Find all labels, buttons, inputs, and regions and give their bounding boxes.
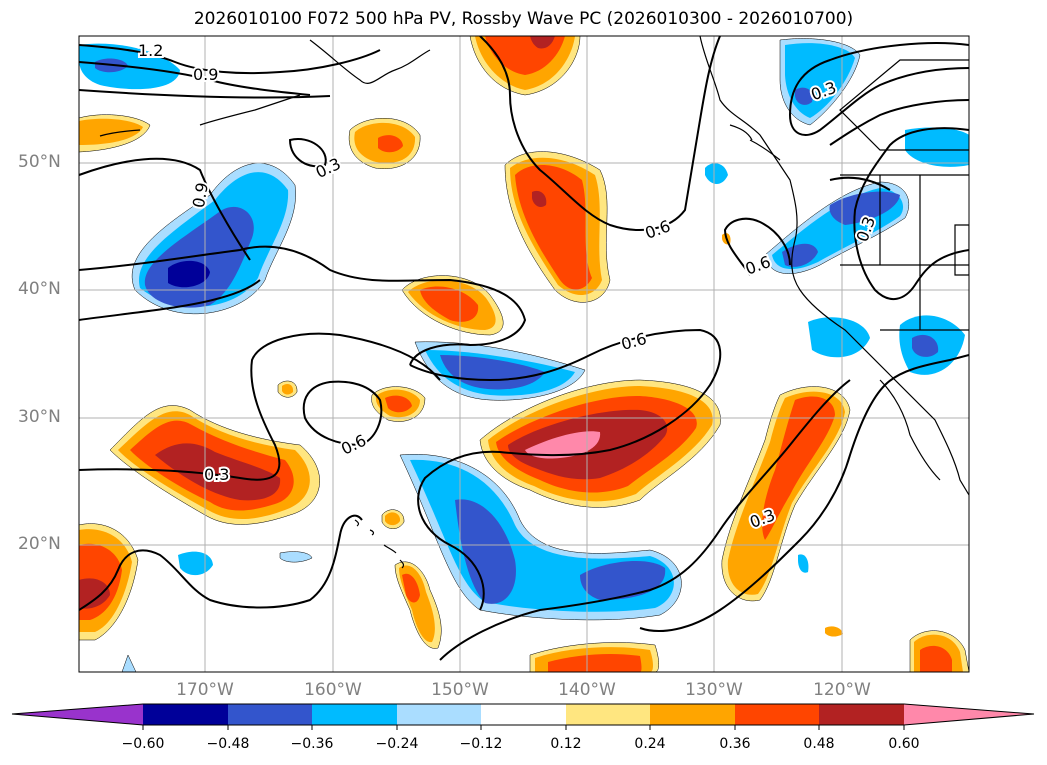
pv-shade-region: [79, 118, 143, 145]
lon-label: 160°W: [304, 680, 362, 700]
colorbar-tick-label: −0.24: [375, 736, 419, 752]
colorbar-segment: [650, 704, 735, 725]
lon-label: 120°W: [813, 680, 871, 700]
pv-shade-region: [530, 36, 555, 49]
pv-shade-region: [808, 317, 870, 358]
pv-shade-region: [79, 578, 110, 609]
colorbar-tick-label: 0.36: [719, 736, 751, 752]
pv-shading-layer: [79, 36, 969, 672]
contour-label: 1.2: [138, 41, 163, 60]
colorbar-segment: [566, 704, 650, 725]
colorbar-tick-label: −0.48: [206, 736, 250, 752]
colorbar-segment: [12, 704, 143, 725]
pv-shade-region: [548, 654, 642, 672]
lon-label: 170°W: [176, 680, 234, 700]
pv-shade-region: [385, 395, 412, 413]
colorbar-tick-label: 0.24: [634, 736, 666, 752]
colorbar-segment: [819, 704, 904, 725]
negative-anomaly-small-cells: [121, 551, 809, 672]
positive-anomaly-southeast: [529, 233, 969, 672]
negative-anomaly-subtropical: [399, 454, 682, 621]
contour-label: 0.3: [313, 154, 344, 182]
graticule: [79, 36, 969, 672]
map-title: 2026010100 F072 500 hPa PV, Rossby Wave …: [193, 9, 854, 29]
colorbar-segment: [904, 704, 1034, 725]
lon-label: 150°W: [431, 680, 489, 700]
lat-label: 40°N: [18, 279, 61, 299]
lat-label: 20°N: [18, 534, 61, 554]
contour-label: 0.3: [204, 465, 229, 484]
colorbar-segment: [481, 704, 566, 725]
contour-label: 0.9: [193, 65, 218, 84]
positive-anomaly-subtropical: [277, 379, 721, 649]
pv-shade-region: [532, 190, 547, 208]
lon-label: 130°W: [685, 680, 743, 700]
positive-anomaly-southwest: [79, 523, 139, 641]
pv-shade-region: [178, 551, 213, 576]
pv-shade-region: [782, 243, 818, 267]
map-frame: [78, 35, 970, 673]
colorbar: [11, 703, 1035, 730]
contour-label: 0.6: [619, 329, 649, 354]
contour-label: 0.6: [338, 431, 369, 459]
pv-shade-region: [912, 334, 939, 357]
pv-shade-region: [580, 560, 666, 600]
colorbar-segment: [735, 704, 819, 725]
pv-shade-region: [798, 554, 809, 573]
pv-shade-region: [455, 499, 516, 604]
pv-shade-region: [829, 191, 900, 225]
pv-shade-region: [705, 163, 728, 185]
negative-anomaly-central: [414, 341, 586, 401]
colorbar-segment: [312, 704, 397, 725]
negative-anomaly-west-pacific: [131, 162, 296, 314]
colorbar-tick-label: 0.60: [888, 736, 920, 752]
colorbar-tick-label: 0.48: [803, 736, 835, 752]
lon-label: 140°W: [558, 680, 616, 700]
pv-shade-region: [279, 551, 313, 563]
coastlines: [99, 36, 969, 569]
rossby-wave-contours: [79, 36, 969, 661]
colorbar-segment: [228, 704, 312, 725]
lat-label: 30°N: [18, 407, 61, 427]
pv-shade-region: [378, 135, 403, 153]
colorbar-segment: [397, 704, 481, 725]
pv-shade-region: [440, 355, 545, 390]
pv-shade-region: [920, 645, 952, 672]
pv-shade-region: [905, 127, 969, 167]
pv-shade-region: [282, 384, 294, 395]
positive-anomaly-hawaii-west: [109, 405, 320, 525]
contour-label: 0.6: [643, 216, 673, 243]
lat-label: 50°N: [18, 152, 61, 172]
pv-shade-region: [155, 443, 281, 501]
colorbar-tick-label: −0.36: [290, 736, 334, 752]
pv-shade-region: [168, 260, 210, 288]
pv-shade-region: [385, 512, 401, 526]
pv-shade-region: [121, 654, 137, 672]
pv-shade-region: [420, 286, 479, 322]
pv-shade-region: [825, 626, 843, 637]
colorbar-segment: [143, 704, 228, 725]
colorbar-tick-label: −0.60: [121, 736, 165, 752]
pv-shade-region: [402, 573, 420, 603]
pv-shade-region: [795, 87, 813, 105]
pv-shade-region: [525, 431, 601, 459]
colorbar-tick-label: −0.12: [459, 736, 503, 752]
pv-shade-region: [762, 396, 835, 540]
colorbar-tick-label: 0.12: [550, 736, 582, 752]
